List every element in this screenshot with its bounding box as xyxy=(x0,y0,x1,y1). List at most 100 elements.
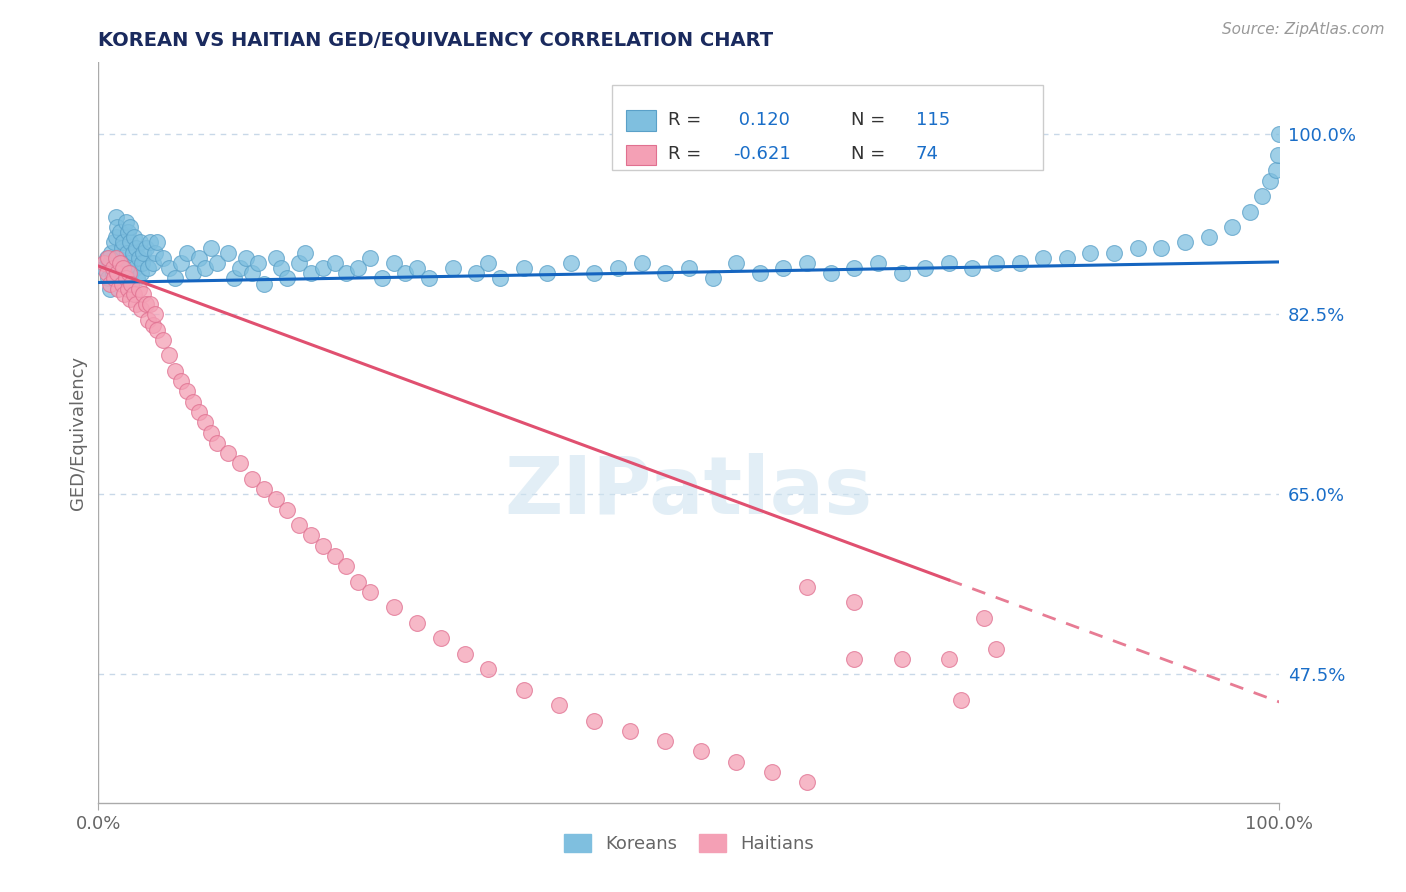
Point xyxy=(111,271,134,285)
Legend: Koreans, Haitians: Koreans, Haitians xyxy=(557,827,821,861)
Point xyxy=(176,384,198,399)
Point xyxy=(124,261,146,276)
Point xyxy=(347,261,370,276)
Point xyxy=(1056,251,1078,265)
Point xyxy=(93,261,115,276)
Point xyxy=(131,256,153,270)
Point xyxy=(270,261,292,276)
Point xyxy=(170,374,193,388)
Point xyxy=(288,518,311,533)
Point xyxy=(98,277,121,291)
Point xyxy=(1220,219,1243,234)
Point xyxy=(122,286,145,301)
Point xyxy=(288,256,311,270)
Point xyxy=(359,251,381,265)
Point xyxy=(129,302,152,317)
Point xyxy=(105,219,128,234)
Point xyxy=(465,266,488,280)
Point xyxy=(127,271,149,285)
Point xyxy=(984,256,1007,270)
Point xyxy=(294,245,316,260)
Point xyxy=(477,662,499,676)
Point xyxy=(489,271,512,285)
Point xyxy=(938,652,960,666)
Point xyxy=(108,225,131,239)
Point xyxy=(122,230,145,244)
Point xyxy=(796,775,818,789)
Point xyxy=(253,277,276,291)
Point xyxy=(187,251,209,265)
Point xyxy=(619,723,641,738)
Point xyxy=(235,251,257,265)
Point xyxy=(194,261,217,276)
Point xyxy=(152,251,174,265)
Point xyxy=(560,256,582,270)
Point xyxy=(125,240,148,254)
Point xyxy=(299,528,322,542)
Point xyxy=(96,266,118,280)
Point xyxy=(139,235,162,250)
Point xyxy=(406,615,429,630)
Point xyxy=(112,235,135,250)
Bar xyxy=(626,111,657,131)
Point xyxy=(1198,230,1220,244)
Point xyxy=(129,266,152,280)
Text: -0.621: -0.621 xyxy=(733,145,790,163)
Point xyxy=(121,245,143,260)
Point xyxy=(112,286,135,301)
Point xyxy=(97,271,120,285)
Point xyxy=(165,364,187,378)
Point xyxy=(121,266,143,280)
Point xyxy=(200,425,222,440)
Point xyxy=(406,261,429,276)
Point xyxy=(128,282,150,296)
Bar xyxy=(626,145,657,165)
Point xyxy=(607,261,630,276)
Point xyxy=(96,251,118,265)
Point xyxy=(938,256,960,270)
Point xyxy=(143,307,166,321)
Point xyxy=(157,349,180,363)
Point xyxy=(114,271,136,285)
Point xyxy=(112,261,135,276)
Point xyxy=(157,261,180,276)
Point xyxy=(394,266,416,280)
Point xyxy=(382,256,405,270)
Point xyxy=(654,266,676,280)
Point xyxy=(142,256,165,270)
Point xyxy=(323,549,346,563)
Point xyxy=(205,256,228,270)
Text: KOREAN VS HAITIAN GED/EQUIVALENCY CORRELATION CHART: KOREAN VS HAITIAN GED/EQUIVALENCY CORREL… xyxy=(98,30,773,50)
Text: 115: 115 xyxy=(915,111,950,128)
Point xyxy=(143,245,166,260)
Point xyxy=(323,256,346,270)
Point xyxy=(229,261,252,276)
Point xyxy=(844,261,866,276)
Point xyxy=(264,251,287,265)
Text: 0.120: 0.120 xyxy=(733,111,790,128)
Point xyxy=(962,261,984,276)
Point xyxy=(312,539,335,553)
Point xyxy=(512,682,534,697)
Point xyxy=(107,251,129,265)
Point xyxy=(139,297,162,311)
Point xyxy=(105,266,128,280)
Point xyxy=(1268,128,1291,142)
Point xyxy=(536,266,558,280)
Point xyxy=(276,271,298,285)
Point xyxy=(120,292,142,306)
Point xyxy=(217,245,239,260)
Point xyxy=(98,282,121,296)
Point xyxy=(866,256,889,270)
Point xyxy=(176,245,198,260)
Point xyxy=(678,261,700,276)
Point xyxy=(121,277,143,291)
Point xyxy=(312,261,335,276)
Point xyxy=(973,610,995,624)
Point xyxy=(240,266,263,280)
Point xyxy=(725,256,748,270)
Point xyxy=(103,235,125,250)
Point xyxy=(132,245,155,260)
Point xyxy=(128,251,150,265)
Point xyxy=(253,482,276,496)
